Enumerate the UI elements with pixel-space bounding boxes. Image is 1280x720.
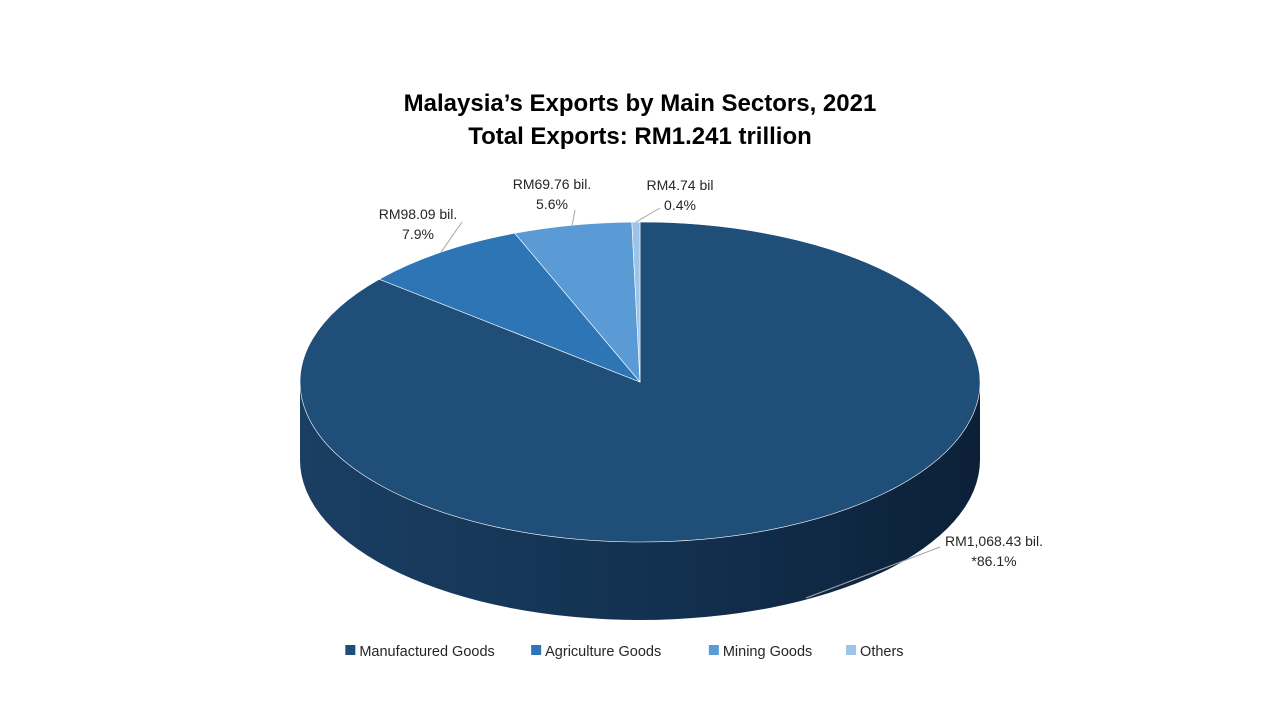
leader-line-mining-goods [571,209,576,226]
data-label-value-others: RM4.74 bil [647,177,714,193]
pie-plot-area [299,221,981,620]
legend: Manufactured Goods Agriculture Goods Minin… [345,644,904,660]
leader-line-agriculture-goods [440,221,463,253]
legend-swatch-manufactured-goods [345,645,356,655]
data-label-percent-manufactured-goods: *86.1% [971,553,1016,569]
data-label-value-mining-goods: RM69.76 bil. [513,176,592,192]
legend-label-others: Others [860,644,904,660]
data-label-value-agriculture-goods: RM98.09 bil. [379,206,458,222]
legend-label-manufactured-goods: Manufactured Goods [359,644,494,660]
legend-item-manufactured-goods: Manufactured Goods [345,644,495,660]
legend-swatch-others [846,645,857,655]
chart-title: Malaysia’s Exports by Main Sectors, 2021 [404,90,877,117]
legend-item-mining-goods: Mining Goods [708,644,812,660]
data-label-value-manufactured-goods: RM1,068.43 bil. [945,533,1043,549]
leader-line-manufactured-goods [805,546,941,599]
pie-side-wall [300,382,980,620]
legend-item-others: Others [846,644,904,660]
legend-swatch-mining-goods [708,645,719,655]
data-label-percent-mining-goods: 5.6% [536,196,568,212]
chart-subtitle: Total Exports: RM1.241 trillion [468,123,812,150]
legend-label-agriculture-goods: Agriculture Goods [545,644,661,660]
legend-item-agriculture-goods: Agriculture Goods [531,644,661,660]
data-labels: RM1,068.43 bil. *86.1% RM98.09 bil. 7.9% RM6… [379,176,1043,599]
legend-label-mining-goods: Mining Goods [723,644,812,660]
data-label-percent-others: 0.4% [664,197,696,213]
leader-line-others [635,207,661,223]
pie-slice-others [631,221,641,383]
data-label-percent-agriculture-goods: 7.9% [402,226,434,242]
legend-swatch-agriculture-goods [531,645,542,655]
